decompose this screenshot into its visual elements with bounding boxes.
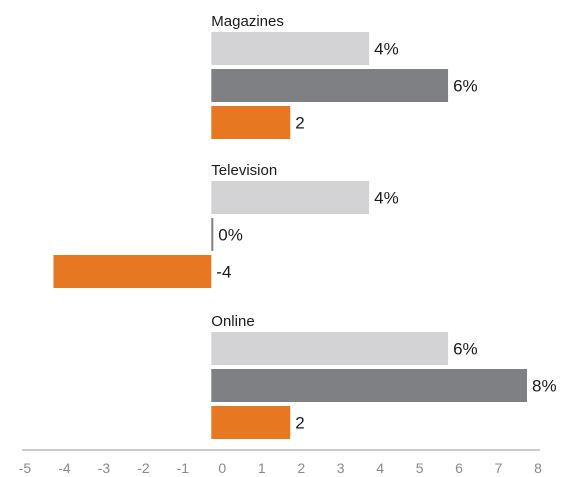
x-tick-label: 5 bbox=[416, 460, 424, 476]
category-group-online: Online 6% 8% 2 bbox=[211, 313, 557, 439]
bar bbox=[211, 32, 370, 65]
data-label: -4 bbox=[216, 263, 231, 282]
bar bbox=[211, 181, 370, 214]
data-label: 6% bbox=[453, 340, 478, 359]
x-tick-label: 6 bbox=[455, 460, 463, 476]
category-group-magazines: Magazines 4% 6% 2 bbox=[211, 13, 478, 139]
data-label: 2 bbox=[295, 114, 304, 133]
bar bbox=[211, 369, 528, 402]
category-label: Magazines bbox=[211, 13, 284, 30]
bar bbox=[211, 332, 449, 365]
category-groups: Magazines 4% 6% 2 Television 4% 0% -4 Online 6% 8%… bbox=[53, 13, 557, 439]
data-label: 0% bbox=[218, 226, 243, 245]
data-label: 8% bbox=[532, 377, 557, 396]
x-tick-label: 7 bbox=[495, 460, 503, 476]
x-tick-label: 4 bbox=[376, 460, 384, 476]
x-axis-ticks: -5 -4 -3 -2 -1 0 1 2 3 4 5 6 7 8 bbox=[19, 460, 542, 476]
x-tick-label: -1 bbox=[177, 460, 190, 476]
x-tick-label: -2 bbox=[137, 460, 150, 476]
data-label: 4% bbox=[374, 40, 399, 59]
x-tick-label: -5 bbox=[19, 460, 32, 476]
category-group-television: Television 4% 0% -4 bbox=[53, 162, 399, 288]
x-tick-label: -3 bbox=[98, 460, 111, 476]
bar bbox=[211, 218, 214, 251]
data-label: 6% bbox=[453, 77, 478, 96]
x-tick-label: 3 bbox=[337, 460, 345, 476]
x-tick-label: -4 bbox=[58, 460, 71, 476]
category-label: Television bbox=[211, 162, 277, 179]
x-tick-label: 0 bbox=[218, 460, 226, 476]
bar bbox=[211, 106, 291, 139]
bar bbox=[211, 406, 291, 439]
data-label: 2 bbox=[295, 414, 304, 433]
bar bbox=[53, 255, 212, 288]
category-label: Online bbox=[211, 313, 254, 330]
bar bbox=[211, 69, 449, 102]
data-label: 4% bbox=[374, 189, 399, 208]
x-tick-label: 2 bbox=[297, 460, 305, 476]
x-tick-label: 8 bbox=[534, 460, 542, 476]
x-tick-label: 1 bbox=[258, 460, 266, 476]
